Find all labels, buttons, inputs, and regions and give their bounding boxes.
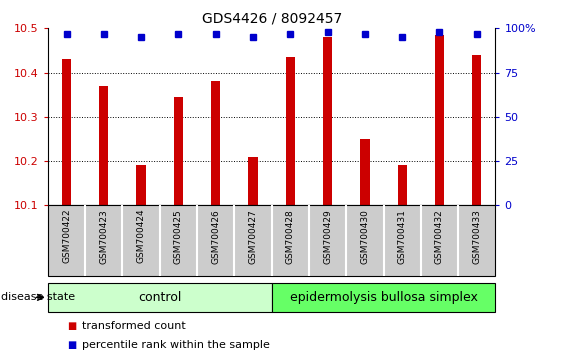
Text: GSM700433: GSM700433 — [472, 209, 481, 264]
Bar — [211, 81, 220, 205]
Text: ■: ■ — [68, 340, 77, 350]
Bar — [62, 59, 71, 205]
Bar — [285, 57, 295, 205]
Text: GSM700422: GSM700422 — [62, 209, 71, 263]
Text: GSM700428: GSM700428 — [286, 209, 295, 264]
Text: percentile rank within the sample: percentile rank within the sample — [82, 340, 270, 350]
Bar — [99, 86, 109, 205]
Text: ■: ■ — [68, 321, 77, 331]
Text: GSM700425: GSM700425 — [174, 209, 183, 264]
Text: GSM700430: GSM700430 — [360, 209, 369, 264]
Bar — [174, 97, 183, 205]
Bar — [136, 165, 146, 205]
Text: GSM700427: GSM700427 — [248, 209, 257, 264]
Text: transformed count: transformed count — [82, 321, 185, 331]
Bar — [248, 156, 258, 205]
Text: GSM700426: GSM700426 — [211, 209, 220, 264]
Text: epidermolysis bullosa simplex: epidermolysis bullosa simplex — [289, 291, 477, 304]
Text: GSM700429: GSM700429 — [323, 209, 332, 264]
Bar — [472, 55, 481, 205]
Bar — [435, 35, 444, 205]
Bar — [360, 139, 369, 205]
Bar — [48, 283, 271, 312]
Bar — [397, 165, 407, 205]
Text: disease state: disease state — [1, 292, 75, 302]
Text: GSM700424: GSM700424 — [137, 209, 146, 263]
Text: control: control — [138, 291, 181, 304]
Bar — [323, 37, 332, 205]
Bar — [272, 283, 495, 312]
Text: GSM700423: GSM700423 — [99, 209, 108, 264]
Text: GSM700432: GSM700432 — [435, 209, 444, 264]
Text: GSM700431: GSM700431 — [397, 209, 406, 264]
Title: GDS4426 / 8092457: GDS4426 / 8092457 — [202, 12, 342, 26]
